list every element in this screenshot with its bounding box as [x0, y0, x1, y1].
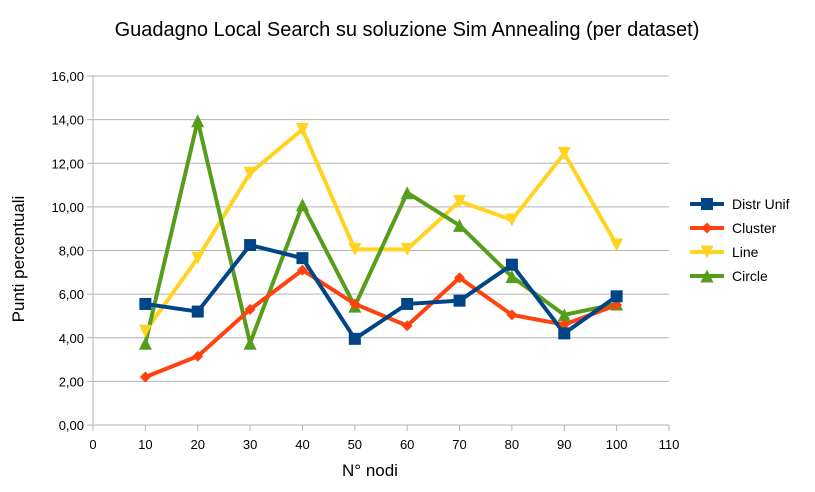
- x-tick-label: 70: [452, 437, 466, 452]
- y-tick-label: 14,00: [51, 113, 84, 128]
- data-point-line: [505, 213, 519, 227]
- x-tick-label: 50: [348, 437, 362, 452]
- y-tick-label: 6,00: [59, 287, 84, 302]
- data-point-distr-unif: [139, 297, 152, 310]
- data-point-line: [348, 242, 362, 256]
- y-tick-label: 0,00: [59, 418, 84, 433]
- x-tick-label: 30: [243, 437, 257, 452]
- data-point-distr-unif: [296, 252, 309, 265]
- y-tick-label: 12,00: [51, 156, 84, 171]
- data-point-line: [295, 122, 309, 136]
- data-point-line: [243, 166, 257, 180]
- legend-label-distr-unif: Distr Unif: [732, 196, 790, 212]
- series-lines: [143, 118, 619, 380]
- y-tick-label: 2,00: [59, 374, 84, 389]
- series-line-distr-unif: [143, 243, 619, 341]
- data-point-cluster: [192, 350, 204, 362]
- y-tick-label: 8,00: [59, 244, 84, 259]
- x-tick-label: 20: [190, 437, 204, 452]
- data-point-cluster: [296, 264, 308, 276]
- data-point-distr-unif: [505, 258, 518, 271]
- x-tick-label: 0: [89, 437, 96, 452]
- x-tick-labels: 0 10 20 30 40 50 60 70 80 90 100 110: [89, 437, 679, 452]
- legend-label-line: Line: [732, 244, 759, 260]
- data-point-distr-unif: [453, 294, 466, 307]
- data-point-circle: [453, 218, 467, 232]
- legend-marker-circle: [700, 269, 714, 283]
- x-axis-title: N° nodi: [342, 461, 398, 480]
- legend: Distr Unif Cluster Line Circle: [690, 196, 790, 284]
- data-point-distr-unif: [348, 332, 361, 345]
- x-tick-label: 110: [659, 437, 680, 452]
- data-point-cluster: [244, 303, 256, 315]
- legend-label-cluster: Cluster: [732, 220, 777, 236]
- x-tick-label: 100: [606, 437, 628, 452]
- axes: [87, 75, 670, 431]
- x-tick-label: 80: [505, 437, 519, 452]
- x-tick-label: 40: [295, 437, 309, 452]
- y-tick-label: 10,00: [51, 200, 84, 215]
- data-point-line: [453, 194, 467, 208]
- data-point-circle: [557, 308, 571, 322]
- data-point-cluster: [401, 320, 413, 332]
- x-tick-label: 60: [400, 437, 414, 452]
- data-point-circle: [191, 114, 205, 128]
- y-tick-label: 4,00: [59, 331, 84, 346]
- data-point-cluster: [506, 309, 518, 321]
- data-point-circle: [138, 336, 152, 350]
- y-tick-label: 16,00: [51, 69, 84, 84]
- data-point-circle: [400, 186, 414, 200]
- data-point-line: [610, 238, 624, 252]
- x-tick-label: 90: [557, 437, 571, 452]
- series-line-cluster: [143, 268, 619, 380]
- data-point-line: [557, 146, 571, 160]
- data-point-cluster: [454, 272, 466, 284]
- data-point-line: [191, 251, 205, 265]
- data-point-line: [138, 324, 152, 338]
- chart-title: Guadagno Local Search su soluzione Sim A…: [115, 19, 700, 41]
- data-point-line: [400, 242, 414, 256]
- y-axis-title: Punti percentuali: [9, 196, 28, 323]
- data-point-distr-unif: [401, 297, 414, 310]
- data-point-distr-unif: [610, 290, 623, 303]
- data-point-distr-unif: [244, 239, 257, 252]
- data-point-circle: [243, 336, 257, 350]
- legend-marker-distr-unif: [701, 198, 713, 210]
- legend-marker-cluster: [701, 222, 713, 234]
- data-point-cluster: [349, 298, 361, 310]
- data-point-distr-unif: [558, 327, 571, 340]
- legend-label-circle: Circle: [732, 268, 768, 284]
- y-tick-labels: 0,00 2,00 4,00 6,00 8,00 10,00 12,00 14,00 16,00: [51, 69, 84, 433]
- series-markers: [138, 114, 624, 383]
- data-point-cluster: [139, 371, 151, 383]
- x-tick-label: 10: [138, 437, 152, 452]
- data-point-circle: [295, 198, 309, 212]
- legend-marker-line: [700, 245, 714, 259]
- data-point-distr-unif: [191, 305, 204, 318]
- data-point-circle: [505, 270, 519, 284]
